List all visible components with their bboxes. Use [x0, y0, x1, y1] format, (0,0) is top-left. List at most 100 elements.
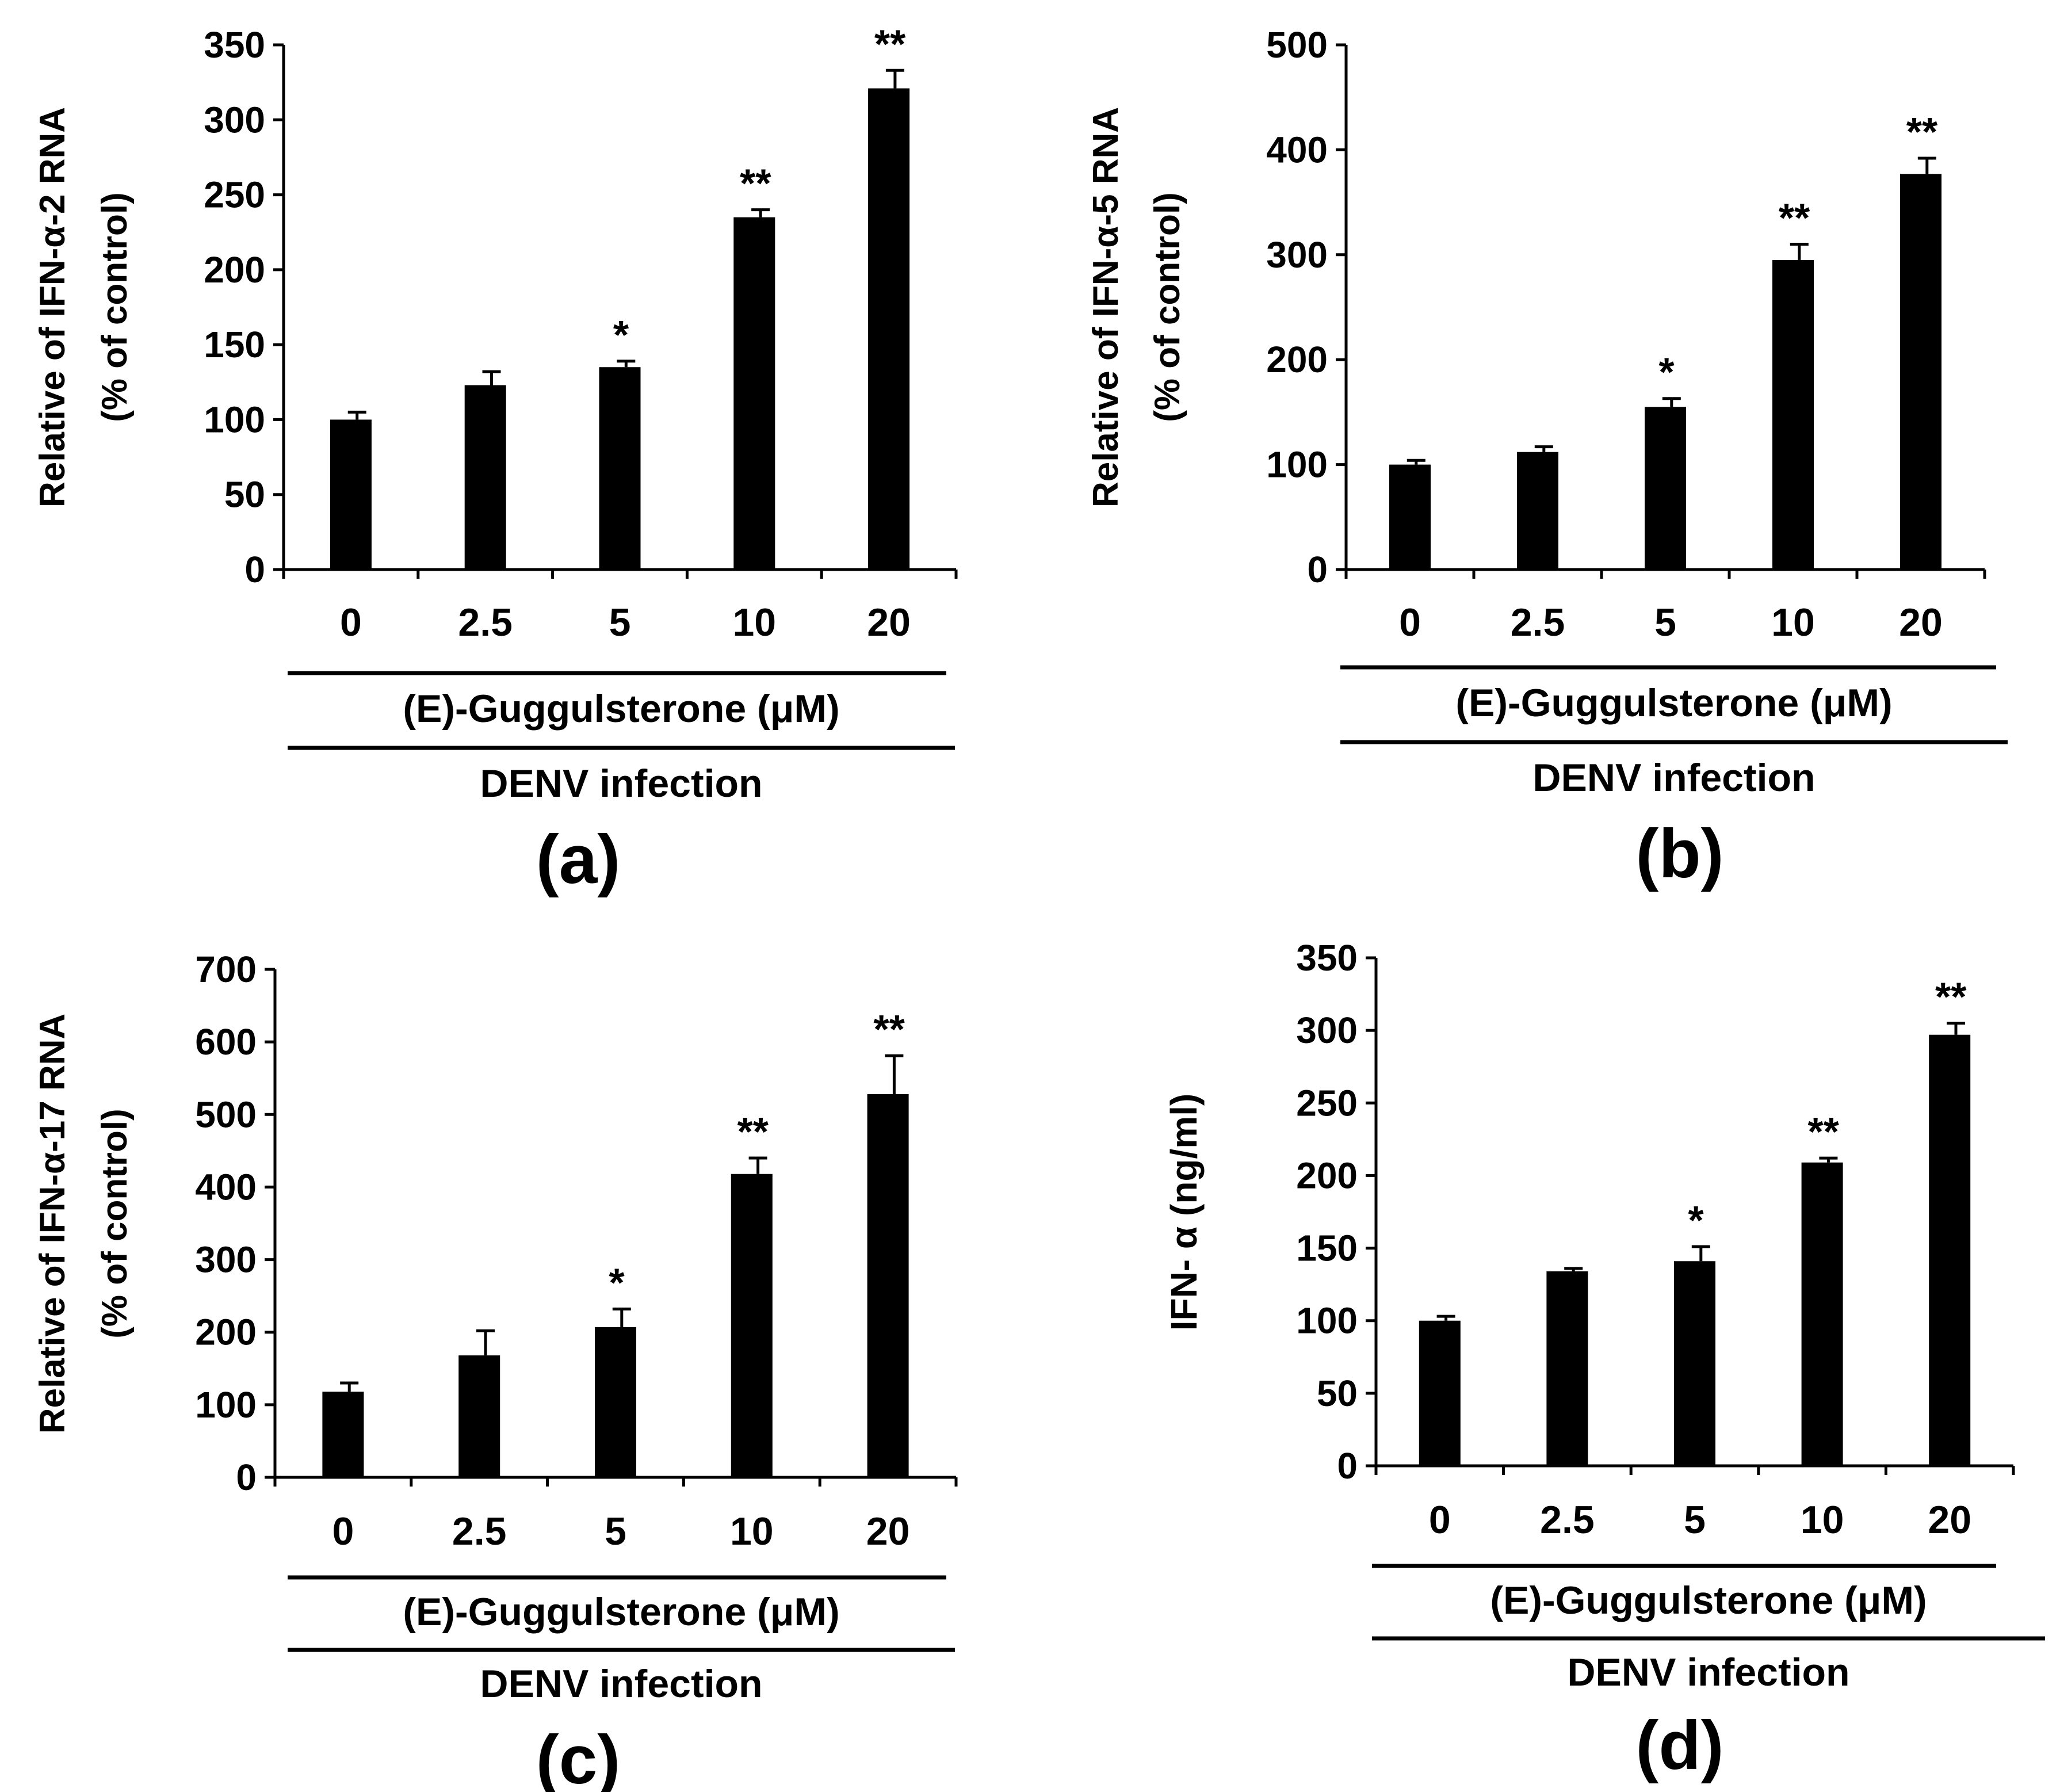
significance-marker: **: [737, 1109, 769, 1154]
significance-marker: **: [740, 161, 771, 206]
condition-label: DENV infection: [1567, 1650, 1849, 1694]
y-tick-label: 500: [1266, 24, 1328, 66]
bar: [868, 88, 910, 570]
y-axis-title: (% of control): [95, 192, 135, 422]
y-tick-label: 300: [1266, 234, 1328, 276]
y-tick-label: 400: [1266, 129, 1328, 170]
panel-label: (b): [1635, 815, 1723, 892]
bar: [1900, 174, 1941, 570]
x-category-label: 10: [1771, 601, 1815, 644]
y-tick-label: 250: [204, 174, 265, 216]
y-tick-label: 0: [236, 1457, 257, 1498]
bar: [322, 1392, 364, 1477]
y-tick-label: 0: [1307, 549, 1328, 590]
y-tick-label: 400: [195, 1166, 257, 1208]
bar: [733, 217, 775, 570]
x-category-label: 20: [1928, 1498, 1971, 1542]
x-axis-title: (E)-Guggulsterone (μM): [1490, 1579, 1927, 1622]
bar: [1801, 1162, 1843, 1466]
significance-marker: *: [1658, 350, 1675, 395]
y-tick-label: 200: [1296, 1155, 1358, 1196]
y-tick-label: 300: [204, 99, 265, 140]
significance-marker: **: [873, 1007, 905, 1052]
bar: [1772, 259, 1814, 570]
y-tick-label: 300: [195, 1239, 257, 1281]
y-tick-label: 200: [195, 1312, 257, 1353]
y-tick-label: 200: [1266, 339, 1328, 380]
bar: [731, 1174, 773, 1477]
x-category-label: 0: [332, 1510, 354, 1553]
x-category-label: 0: [1429, 1498, 1451, 1542]
chart-panel-b: 0 100 200 300 400 500 0 2.5 * 5 ** 10 ** 20(E)-Guggul…: [1086, 24, 2008, 892]
y-axis-title: Relative of IFN-α-2 RNA: [33, 107, 72, 507]
panel-label: (d): [1635, 1707, 1723, 1784]
panel-label: (a): [536, 821, 621, 898]
x-axis-title: (E)-Guggulsterone (μM): [403, 1590, 839, 1634]
x-category-label: 2.5: [452, 1510, 507, 1553]
x-category-label: 5: [1654, 601, 1676, 644]
significance-marker: *: [613, 312, 629, 357]
y-tick-label: 50: [1317, 1373, 1358, 1414]
significance-marker: **: [1779, 196, 1810, 240]
x-category-label: 2.5: [458, 601, 513, 644]
bar: [1674, 1261, 1715, 1466]
x-category-label: 5: [605, 1510, 626, 1553]
chart-panel-c: 0 100 200 300 400 500 600 700 0 2.5 * 5 ** 10 ** 20 (E)-…: [33, 949, 958, 1792]
bar: [330, 419, 372, 570]
bar: [1419, 1320, 1461, 1466]
x-category-label: 10: [1801, 1498, 1844, 1542]
x-category-label: 5: [609, 601, 631, 644]
y-tick-label: 250: [1296, 1082, 1358, 1124]
significance-marker: *: [609, 1260, 625, 1305]
bar: [595, 1327, 636, 1477]
bar: [458, 1355, 500, 1477]
significance-marker: *: [1688, 1198, 1704, 1243]
y-tick-label: 500: [195, 1094, 257, 1135]
chart-panel-a: 0 50 100 150 200 250 300 350 0 2.5 * 5 ** 10 ** 20 (E)-G…: [33, 21, 958, 898]
condition-label: DENV infection: [1532, 756, 1815, 800]
significance-marker: **: [1807, 1109, 1839, 1154]
y-tick-label: 100: [204, 399, 265, 440]
y-tick-label: 0: [244, 549, 265, 590]
y-tick-label: 50: [224, 474, 265, 515]
x-category-label: 20: [866, 1510, 910, 1553]
x-category-label: 5: [1684, 1498, 1706, 1542]
y-axis-title: IFN- α (ng/ml): [1163, 1094, 1205, 1331]
x-category-label: 0: [340, 601, 362, 644]
bar: [867, 1094, 909, 1477]
y-tick-label: 150: [204, 324, 265, 365]
y-axis-title: (% of control): [1148, 192, 1187, 422]
y-axis-title: Relative of IFN-α-17 RNA: [33, 1014, 72, 1434]
bar: [599, 367, 641, 570]
y-tick-label: 350: [204, 24, 265, 66]
bar: [1645, 407, 1686, 570]
bar: [1517, 452, 1558, 570]
y-tick-label: 0: [1337, 1445, 1358, 1487]
x-axis-title: (E)-Guggulsterone (μM): [1455, 681, 1892, 725]
significance-marker: **: [874, 21, 906, 66]
x-category-label: 0: [1399, 601, 1421, 644]
y-tick-label: 150: [1296, 1228, 1358, 1269]
y-tick-label: 200: [204, 249, 265, 291]
bar: [1546, 1271, 1588, 1466]
x-category-label: 10: [730, 1510, 774, 1553]
y-axis-title: Relative of IFN-α-5 RNA: [1086, 107, 1126, 507]
condition-label: DENV infection: [480, 1662, 762, 1706]
bar: [1389, 464, 1431, 570]
y-tick-label: 100: [1296, 1300, 1358, 1342]
x-category-label: 2.5: [1540, 1498, 1595, 1542]
condition-label: DENV infection: [480, 762, 762, 805]
y-tick-label: 300: [1296, 1010, 1358, 1051]
y-tick-label: 350: [1296, 937, 1358, 979]
chart-panel-d: 0 50 100 150 200 250 300 350 0 2.5 * 5 ** 10 ** 20(E)-G…: [1163, 937, 2045, 1784]
y-tick-label: 100: [1266, 444, 1328, 486]
x-category-label: 20: [867, 601, 911, 644]
panel-label: (c): [536, 1721, 621, 1792]
y-tick-label: 100: [195, 1384, 257, 1426]
y-axis-title: (% of control): [95, 1109, 135, 1339]
bar: [464, 385, 506, 570]
significance-marker: **: [1935, 975, 1967, 1019]
bar: [1929, 1034, 1971, 1466]
significance-marker: **: [1906, 109, 1938, 154]
